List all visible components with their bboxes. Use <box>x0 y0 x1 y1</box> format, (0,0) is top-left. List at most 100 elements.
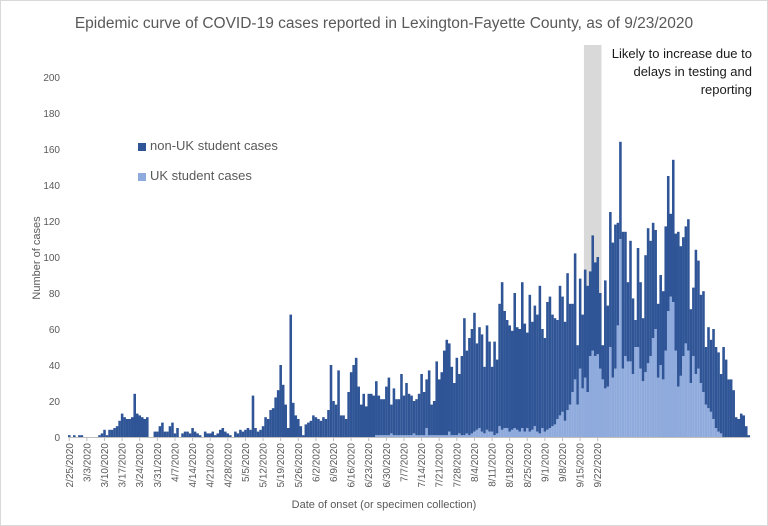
bar-non-uk <box>218 429 222 437</box>
bar-uk <box>566 410 569 437</box>
bar-non-uk <box>309 420 313 437</box>
bar-uk <box>671 302 675 437</box>
bar-non-uk <box>420 374 423 436</box>
bar-non-uk <box>299 426 303 437</box>
bar-uk <box>666 311 670 437</box>
y-tick-label: 60 <box>49 325 61 336</box>
bar-uk <box>442 435 446 437</box>
bar-non-uk <box>566 273 569 410</box>
bar-uk <box>385 435 388 437</box>
bar-non-uk <box>470 329 474 434</box>
x-tick-label: 5/5/2020 <box>241 443 252 482</box>
bar-uk <box>503 428 506 437</box>
bar-non-uk <box>694 249 698 374</box>
x-tick-label: 7/14/2020 <box>417 443 428 488</box>
bar-non-uk <box>385 386 388 436</box>
bar-uk <box>410 435 413 437</box>
bar-non-uk <box>198 435 202 437</box>
y-tick-label: 120 <box>43 217 60 228</box>
bar-non-uk <box>528 294 532 432</box>
bar-non-uk <box>143 419 147 437</box>
bar-uk <box>687 350 690 437</box>
bar-uk <box>561 411 564 437</box>
bar-uk <box>641 381 645 437</box>
bar-non-uk <box>666 176 670 311</box>
bar-uk <box>709 411 713 437</box>
x-tick-label: 8/18/2020 <box>505 443 516 488</box>
bar-non-uk <box>593 262 597 356</box>
bar-non-uk <box>636 248 640 347</box>
bar-non-uk <box>349 372 353 437</box>
bar-uk <box>684 343 688 437</box>
bar-non-uk <box>649 240 652 356</box>
bar-non-uk <box>480 334 484 432</box>
bar-non-uk <box>568 303 572 405</box>
x-tick-label: 3/3/2020 <box>82 443 93 482</box>
bar-uk <box>611 377 615 437</box>
x-tick-label: 8/11/2020 <box>488 443 499 487</box>
bar-uk <box>397 435 401 437</box>
bar-uk <box>586 392 589 437</box>
bar-non-uk <box>697 260 700 369</box>
bar-uk <box>538 433 542 437</box>
bar-non-uk <box>614 224 617 369</box>
bar-non-uk <box>596 257 600 355</box>
bar-uk <box>513 428 517 437</box>
bar-non-uk <box>302 435 305 437</box>
bar-non-uk <box>588 271 592 356</box>
bar-non-uk <box>616 222 620 326</box>
bar-non-uk <box>536 314 539 432</box>
bar-non-uk <box>583 269 587 378</box>
bar-non-uk <box>261 426 265 437</box>
delay-annotation: Likely to increase due to delays in test… <box>611 46 752 97</box>
bar-uk <box>712 419 715 437</box>
bar-non-uk <box>188 433 192 437</box>
bar-non-uk <box>621 231 625 369</box>
bar-non-uk <box>415 399 418 436</box>
bar-non-uk <box>229 435 232 437</box>
bar-uk <box>432 435 436 437</box>
bar-non-uk <box>312 415 315 437</box>
bar-uk <box>520 428 524 437</box>
x-axis-label: Date of onset (or specimen collection) <box>291 499 477 511</box>
bar-uk <box>556 419 559 437</box>
bar-non-uk <box>251 395 255 437</box>
bar-non-uk <box>407 393 411 436</box>
bar-non-uk <box>158 426 162 437</box>
x-tick-label: 5/19/2020 <box>276 443 287 488</box>
bar-non-uk <box>727 379 730 437</box>
bar-non-uk <box>387 377 391 436</box>
bar-non-uk <box>354 357 358 437</box>
bar-uk <box>661 379 665 437</box>
x-tick-label: 3/17/2020 <box>118 443 129 488</box>
bar-non-uk <box>656 303 660 378</box>
bar-uk <box>614 368 617 437</box>
bar-non-uk <box>319 420 323 437</box>
bar-non-uk <box>702 291 705 392</box>
bar-non-uk <box>332 401 335 437</box>
bar-uk <box>682 356 685 437</box>
bar-non-uk <box>425 379 428 428</box>
x-tick-label: 8/4/2020 <box>470 443 481 482</box>
bar-non-uk <box>478 327 481 428</box>
bar-non-uk <box>224 431 227 437</box>
bar-uk <box>377 435 381 437</box>
y-tick-label: 140 <box>43 181 60 192</box>
bar-uk <box>626 361 630 437</box>
bar-non-uk <box>546 302 549 430</box>
bar-non-uk <box>339 415 343 437</box>
bar-non-uk <box>367 393 371 437</box>
bar-non-uk <box>138 415 142 437</box>
bar-non-uk <box>453 383 456 436</box>
bar-non-uk <box>105 435 109 437</box>
bar-non-uk <box>241 431 245 437</box>
bar-non-uk <box>359 404 363 437</box>
bar-non-uk <box>125 419 129 437</box>
bar-uk <box>422 435 426 437</box>
x-tick-label: 4/28/2020 <box>223 443 234 488</box>
bar-uk <box>702 392 705 437</box>
bar-non-uk <box>405 383 408 436</box>
bar-uk <box>405 435 408 437</box>
bar-non-uk <box>689 309 693 383</box>
bar-uk <box>699 383 703 437</box>
